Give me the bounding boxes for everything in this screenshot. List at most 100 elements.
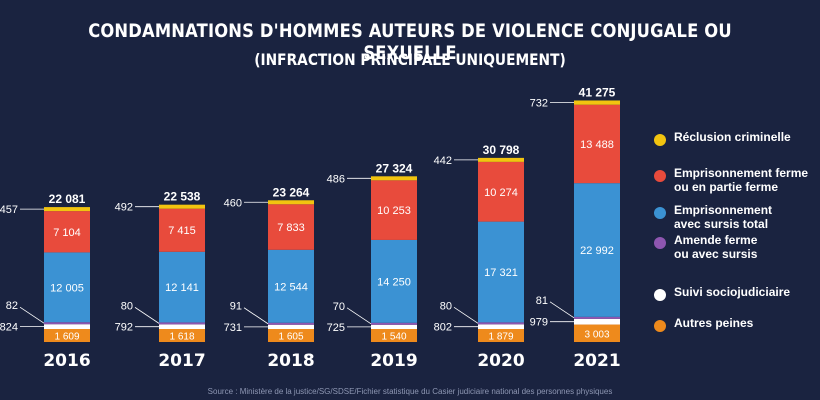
- leader-line-amende: [346, 307, 372, 325]
- legend-swatch: [654, 134, 666, 146]
- bar-segment-emprisonnement_sursis: [478, 221, 524, 323]
- bar-segment-emprisonnement_sursis: [159, 251, 205, 323]
- bar-segment-emprisonnement_ferme: [44, 211, 90, 253]
- bar-segment-suivi: [268, 324, 314, 329]
- value-label-reclusion: 732: [530, 98, 548, 110]
- value-label-suivi: 731: [224, 322, 242, 334]
- value-label-emprisonnement-sursis: 12 141: [165, 282, 199, 294]
- total-label: 30 798: [483, 143, 520, 157]
- bar-segment-suivi: [159, 324, 205, 329]
- bar-segment-autres: [44, 329, 90, 342]
- bar-segment-reclusion: [371, 176, 417, 181]
- total-label: 22 081: [49, 192, 86, 206]
- legend-label: Emprisonnement ferme ou en partie ferme: [674, 166, 809, 194]
- bar-segment-reclusion: [159, 204, 205, 209]
- total-label: 41 275: [579, 85, 616, 99]
- bar-segment-autres: [159, 329, 205, 342]
- bar-segment-emprisonnement_ferme: [574, 104, 620, 184]
- bar-segment-emprisonnement_ferme: [478, 161, 524, 222]
- total-label: 27 324: [376, 161, 413, 175]
- source-note: Source : Ministère de la justice/SG/SDSE…: [207, 387, 613, 396]
- bar-segment-reclusion: [268, 200, 314, 205]
- bar-segment-autres: [371, 329, 417, 342]
- value-label-emprisonnement-sursis: 12 544: [274, 281, 308, 293]
- legend-item-suivi: Suivi sociojudiciaire: [654, 285, 790, 301]
- value-label-emprisonnement-ferme: 7 833: [277, 222, 305, 234]
- bar-segment-autres: [574, 324, 620, 342]
- bar-segment-emprisonnement_ferme: [159, 208, 205, 252]
- value-label-amende: 82: [6, 300, 18, 312]
- legend-label: Amende ferme ou avec sursis: [674, 233, 758, 261]
- bar-segment-amende: [268, 322, 314, 325]
- value-label-amende: 80: [121, 300, 133, 312]
- bar-segment-emprisonnement_sursis: [44, 252, 90, 323]
- bar-segment-amende: [159, 322, 205, 325]
- value-label-suivi: 979: [530, 317, 548, 329]
- leader-line-amende: [134, 307, 160, 324]
- bar-segment-suivi: [478, 324, 524, 329]
- value-label-reclusion: 442: [434, 155, 452, 167]
- bar-segment-amende: [44, 322, 90, 325]
- value-label-reclusion: 492: [115, 202, 133, 214]
- year-label: 2017: [158, 351, 205, 371]
- legend-item-emprisonnement_sursis: Emprisonnement avec sursis total: [654, 203, 772, 231]
- value-label-autres: 3 003: [584, 329, 609, 340]
- value-label-reclusion: 457: [0, 204, 18, 216]
- value-label-emprisonnement-sursis: 17 321: [484, 267, 518, 279]
- bar-segment-suivi: [371, 324, 417, 329]
- total-label: 23 264: [273, 185, 310, 199]
- value-label-autres: 1 879: [488, 332, 513, 343]
- legend-label: Suivi sociojudiciaire: [674, 285, 791, 299]
- legend-swatch: [654, 170, 666, 182]
- legend-label: Autres peines: [674, 316, 754, 330]
- legend-swatch: [654, 237, 666, 249]
- chart-title: CONDAMNATIONS D'HOMMES AUTEURS DE VIOLEN…: [88, 20, 732, 64]
- total-label: 22 538: [164, 190, 201, 204]
- legend-swatch: [654, 207, 666, 219]
- year-label: 2020: [477, 351, 524, 371]
- legend-item-emprisonnement_ferme: Emprisonnement ferme ou en partie ferme: [654, 166, 808, 194]
- leader-line-amende: [453, 307, 479, 324]
- value-label-amende: 70: [333, 301, 345, 313]
- bar-segment-emprisonnement_ferme: [268, 204, 314, 250]
- legend-label: Emprisonnement avec sursis total: [674, 203, 773, 231]
- bar-segment-amende: [371, 322, 417, 325]
- value-label-suivi: 725: [327, 322, 345, 334]
- bar-segment-autres: [268, 329, 314, 342]
- value-label-emprisonnement-sursis: 12 005: [50, 282, 84, 294]
- value-label-autres: 1 618: [169, 332, 194, 343]
- legend-item-reclusion: Réclusion criminelle: [654, 130, 791, 146]
- bar-segment-suivi: [574, 318, 620, 325]
- bar-segment-reclusion: [574, 100, 620, 105]
- value-label-autres: 1 605: [278, 332, 303, 343]
- value-label-amende: 80: [440, 300, 452, 312]
- value-label-autres: 1 540: [381, 332, 406, 343]
- bar-segment-emprisonnement_ferme: [371, 180, 417, 240]
- value-label-reclusion: 460: [224, 197, 242, 209]
- year-label: 2019: [370, 351, 417, 371]
- bar-segment-amende: [478, 322, 524, 325]
- value-label-autres: 1 609: [54, 332, 79, 343]
- value-label-emprisonnement-ferme: 10 274: [484, 187, 518, 199]
- legend-item-autres: Autres peines: [654, 316, 753, 332]
- value-label-suivi: 824: [0, 322, 18, 334]
- value-label-suivi: 802: [434, 322, 452, 334]
- bar-segment-emprisonnement_sursis: [371, 239, 417, 323]
- chart-subtitle: (INFRACTION PRINCIPALE UNIQUEMENT): [254, 50, 566, 69]
- leader-line-amende: [243, 307, 269, 325]
- bar-segment-emprisonnement_sursis: [574, 183, 620, 317]
- value-label-amende: 91: [230, 301, 242, 313]
- leader-line-amende: [549, 301, 575, 319]
- value-label-emprisonnement-ferme: 13 488: [580, 139, 614, 151]
- legend-item-amende: Amende ferme ou avec sursis: [654, 233, 757, 261]
- value-label-emprisonnement-ferme: 7 415: [168, 225, 196, 237]
- year-label: 2016: [43, 351, 90, 371]
- bar-segment-emprisonnement_sursis: [268, 249, 314, 323]
- legend-swatch: [654, 289, 666, 301]
- bar-segment-reclusion: [478, 157, 524, 162]
- legend-label: Réclusion criminelle: [674, 130, 791, 144]
- year-label: 2021: [573, 351, 620, 371]
- legend-swatch: [654, 320, 666, 332]
